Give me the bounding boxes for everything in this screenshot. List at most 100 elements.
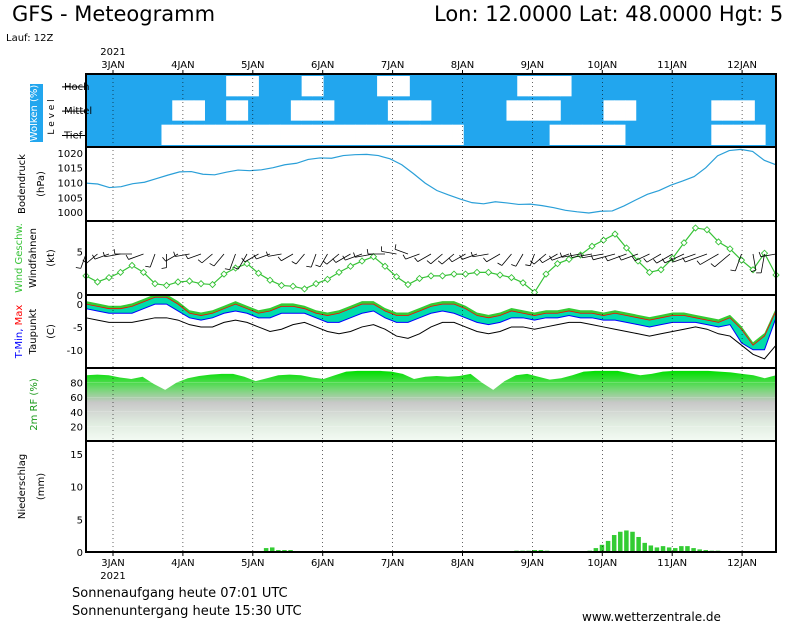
wind-barb-flag	[448, 257, 453, 263]
precip-bar	[697, 549, 702, 552]
wind-barb-flag	[394, 244, 397, 250]
precip-bar	[593, 548, 599, 552]
wind-barb-flag	[670, 257, 674, 263]
day-label-top: 5JAN	[241, 60, 264, 71]
wind-barb	[244, 253, 259, 263]
wind-ylabel-3: (kt)	[46, 249, 57, 267]
cloud-gap	[571, 124, 583, 145]
humidity-tick-label: 20	[70, 422, 83, 433]
day-label-top: 8JAN	[451, 60, 474, 71]
wind-barb	[734, 253, 742, 272]
precip-bar	[269, 547, 275, 552]
wind-barb-flag	[332, 258, 337, 263]
cloud-gap	[560, 76, 572, 97]
wind-barb	[165, 253, 179, 262]
day-label-bottom: 8JAN	[451, 558, 474, 569]
wind-speed-point	[266, 276, 274, 284]
temperature-ylabel-3: (C)	[46, 324, 57, 339]
wind-speed-point	[760, 249, 769, 257]
wind-barb	[310, 253, 317, 268]
cloud-gap	[280, 124, 292, 145]
cloud-gap	[743, 100, 755, 121]
day-label-bottom: 6JAN	[311, 558, 334, 569]
precip-bar	[605, 540, 611, 552]
wind-speed-point	[162, 281, 171, 290]
precip-bar	[642, 542, 647, 552]
wind-speed-point	[438, 272, 447, 280]
wind-barb	[621, 253, 639, 261]
wind-speed-point	[151, 280, 159, 288]
cloud-gap	[301, 124, 313, 145]
wind-speed-point	[507, 273, 516, 282]
wind-barb-flag	[145, 265, 151, 268]
wind-speed-point	[323, 275, 332, 283]
wind-speed-point	[565, 255, 573, 263]
pressure-tick-label: 1010	[58, 179, 83, 190]
precip-tick-label: 5	[77, 515, 83, 526]
wind-ylabel-2: Windfahnen	[28, 228, 39, 288]
cloud-ylabel: Wolken (%)	[29, 85, 40, 142]
cloud-gap	[377, 124, 389, 145]
wind-barb-flag	[162, 257, 166, 262]
cloud-gap	[323, 124, 335, 145]
wind-barb	[229, 253, 236, 270]
location-label: Lon: 12.0000 Lat: 48.0000 Hgt: 5	[434, 2, 784, 26]
cloud-gap	[420, 124, 432, 145]
wind-speed-point	[737, 256, 746, 264]
cloud-gap	[323, 100, 335, 121]
wind-barb	[501, 253, 512, 266]
wind-barb-flag	[604, 256, 608, 262]
wind-barb-flag	[342, 255, 346, 261]
wind-barb	[104, 253, 121, 258]
cloud-gap	[711, 124, 723, 145]
wind-barb-flag	[253, 254, 257, 260]
wind-barb-flag	[525, 264, 531, 267]
wind-barb-flag	[459, 254, 463, 260]
wind-speed-point	[645, 268, 654, 277]
wind-speed-point	[254, 269, 263, 277]
cloud-gap	[226, 100, 238, 121]
cloud-gap	[506, 100, 518, 121]
wind-speed-point	[680, 239, 688, 247]
cloud-gap	[732, 124, 745, 145]
cloud-gap	[236, 76, 249, 97]
wind-barb-flag	[173, 251, 176, 257]
pressure-ylabel-2: (hPa)	[36, 171, 47, 197]
model-run-label: Lauf: 12Z	[6, 33, 54, 44]
cloud-gap	[161, 124, 173, 145]
wind-barb-flag	[125, 254, 129, 260]
wind-barb	[634, 253, 650, 262]
humidity-ylabel: 2m RF (%)	[29, 378, 40, 431]
pressure-tick-label: 1000	[58, 208, 83, 219]
cloud-gap	[290, 124, 303, 145]
day-label-top: 7JAN	[381, 60, 404, 71]
cloud-gap	[592, 124, 604, 145]
wind-barb	[175, 253, 190, 257]
wind-barb	[430, 253, 443, 265]
wind-barb-flag	[682, 257, 686, 263]
wind-barb-flag	[696, 260, 701, 265]
cloud-gap	[581, 124, 594, 145]
page-title: GFS - Meteogramm	[12, 2, 216, 26]
cloud-gap	[204, 124, 216, 145]
cloud-gap	[398, 100, 410, 121]
wind-barb-flag	[306, 265, 312, 268]
wind-barb	[267, 253, 282, 257]
precip-bar	[666, 547, 672, 552]
wind-barb	[685, 253, 708, 263]
wind-speed-point	[392, 273, 401, 281]
wind-barb-flag	[590, 255, 594, 260]
wind-barb	[656, 253, 673, 264]
day-label-top: 9JAN	[521, 60, 544, 71]
wind-barb-flag	[750, 269, 756, 273]
cloud-gap	[614, 124, 626, 145]
cloud-gap	[215, 124, 227, 145]
wind-speed-point	[358, 257, 366, 265]
precip-bar	[599, 544, 605, 552]
wind-barb	[187, 253, 202, 260]
day-label-bottom: 11JAN	[657, 558, 687, 569]
humidity-area	[86, 370, 776, 441]
precip-bar	[691, 548, 696, 552]
cloud-gap	[711, 100, 723, 121]
